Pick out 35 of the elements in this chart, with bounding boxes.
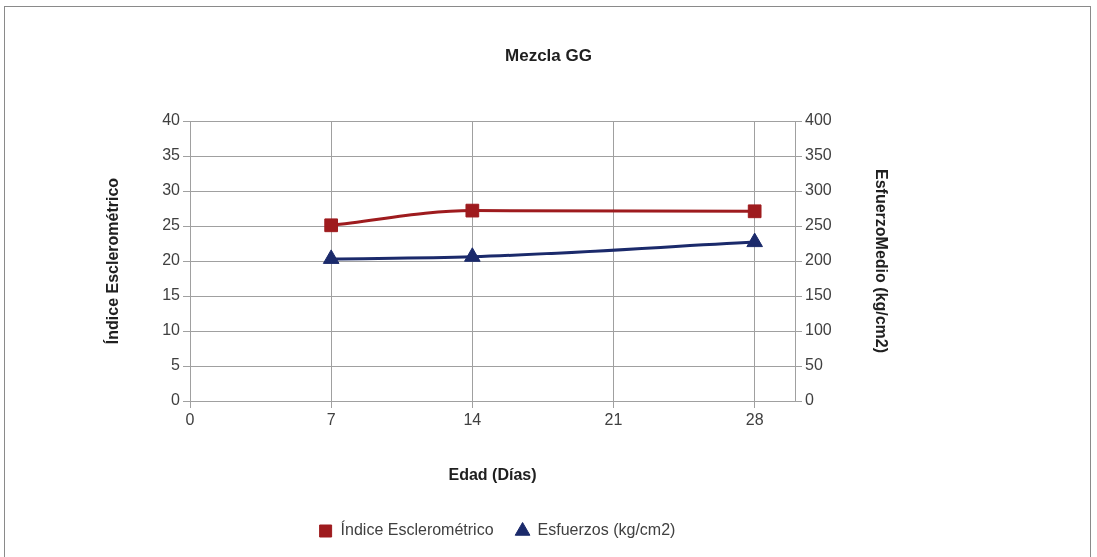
y-tick-label: 0 [171,391,181,409]
y2-tick-label: 100 [805,321,832,339]
point [464,247,481,262]
y-tick-label: 35 [162,146,181,164]
y-tick-label: 30 [162,181,181,199]
x-tick-label: 7 [326,411,336,429]
x-tick-label: 14 [463,411,482,429]
y2-tick-label: 50 [805,356,823,374]
point [747,204,762,219]
legend-label: Índice Esclerométrico [340,520,494,539]
y-tick-label: 25 [162,216,181,234]
y-tick-label: 15 [162,286,181,304]
y2-axis-title: EsfuerzoMedio (kg/cm2) [872,168,890,354]
y-tick-label: 20 [162,251,181,269]
chart-title: Mezcla GG [505,45,592,65]
y2-tick-label: 250 [805,216,832,234]
y-axis-title: Índice Esclerométrico [103,177,122,345]
y2-tick-label: 200 [805,251,832,269]
y-tick-label: 40 [162,111,181,129]
x-tick-label: 0 [185,411,195,429]
legend-label: Esfuerzos (kg/cm2) [537,521,676,539]
y2-tick-label: 300 [805,181,832,199]
x-axis-title: Edad (Días) [448,465,537,483]
point [322,249,340,264]
y2-tick-label: 150 [805,286,832,304]
y2-tick-label: 400 [805,111,832,129]
y-tick-label: 5 [171,356,181,374]
point [324,218,339,233]
point [746,232,763,248]
x-tick-label: 28 [745,411,764,429]
y-tick-label: 10 [162,321,181,339]
y2-tick-label: 350 [805,146,832,164]
x-tick-label: 21 [604,411,623,429]
point [465,203,480,218]
y2-tick-label: 0 [805,391,814,409]
